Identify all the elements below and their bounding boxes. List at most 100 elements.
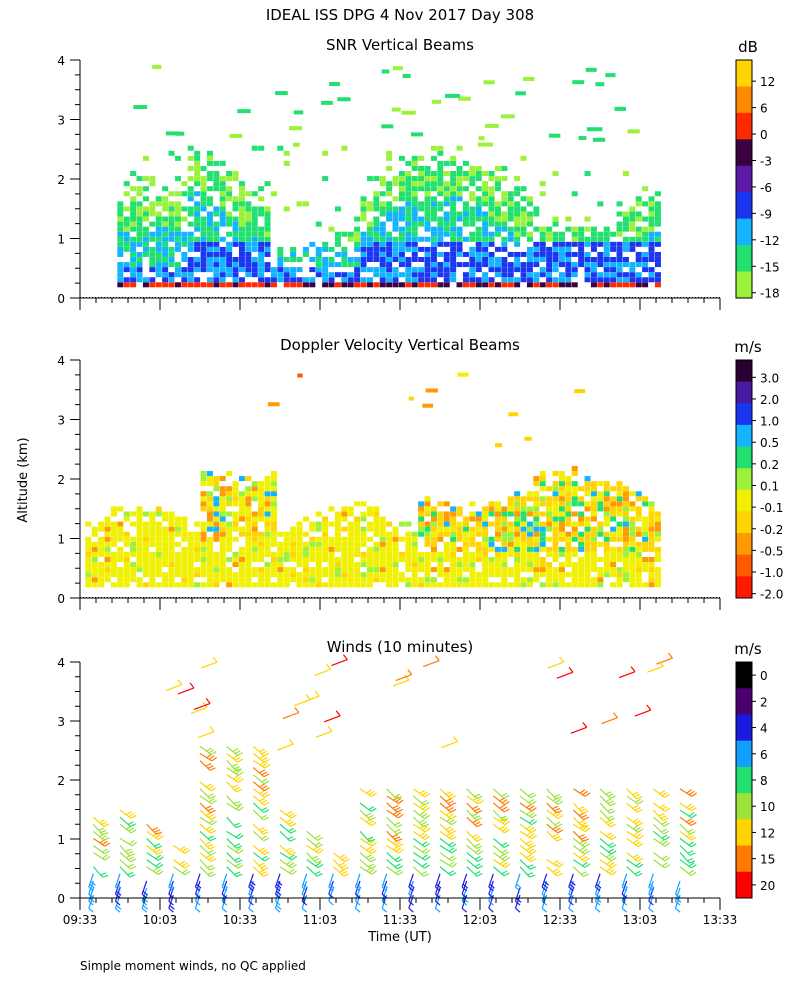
snr-cell — [168, 211, 175, 217]
barb-feather — [311, 855, 318, 860]
snr-cell — [450, 251, 457, 257]
doppler-cell — [258, 511, 265, 517]
snr-cell — [648, 277, 655, 283]
doppler-cell — [526, 551, 533, 557]
snr-cell — [443, 211, 450, 217]
doppler-cell — [386, 562, 393, 568]
barb-feather — [582, 861, 588, 867]
snr-cell — [392, 277, 399, 283]
barb-feather — [634, 856, 641, 861]
barb-feather — [211, 820, 217, 826]
doppler-cell — [302, 516, 309, 522]
snr-cell — [296, 257, 303, 263]
snr-cell — [181, 257, 188, 263]
barb-feather — [445, 791, 452, 795]
doppler-cell — [117, 577, 124, 583]
wind-barb — [599, 795, 616, 807]
doppler-cell — [475, 541, 482, 547]
doppler-cell — [149, 511, 156, 517]
wind-barb — [679, 823, 696, 835]
barb-shaft — [439, 866, 452, 876]
snr-cell — [373, 206, 380, 212]
barb-feather — [210, 829, 217, 834]
snr-cell — [469, 257, 476, 263]
snr-cell — [251, 282, 258, 288]
doppler-cell — [290, 567, 297, 573]
snr-cell — [520, 186, 527, 192]
snr-cell — [411, 206, 418, 212]
snr-cell — [501, 277, 508, 283]
snr-cell — [475, 216, 482, 222]
doppler-cell — [578, 501, 585, 507]
wind-barb — [221, 880, 228, 899]
snr-cell — [379, 236, 386, 242]
doppler-cell — [475, 516, 482, 522]
barb-shaft — [359, 859, 372, 870]
x-tick-label: 10:33 — [223, 913, 258, 927]
doppler-cell — [430, 546, 437, 552]
doppler-cell — [379, 572, 386, 578]
snr-cell — [411, 282, 418, 288]
snr-cell — [635, 282, 642, 288]
doppler-cell — [347, 546, 354, 552]
barb-feather — [168, 900, 174, 906]
snr-cell — [347, 272, 354, 278]
snr-cell — [130, 226, 137, 232]
doppler-cell — [443, 551, 450, 557]
snr-cell — [398, 226, 405, 232]
barb-feather — [235, 824, 242, 829]
barb-shaft — [226, 774, 239, 783]
snr-cell — [522, 77, 535, 82]
doppler-cell — [482, 577, 489, 583]
doppler-cell — [430, 577, 437, 583]
barb-shaft — [412, 809, 425, 820]
wind-barb — [652, 816, 670, 827]
doppler-cell — [155, 572, 162, 578]
snr-cell — [238, 211, 245, 217]
barb-feather — [501, 806, 508, 811]
barb-feather — [527, 842, 534, 847]
barb-feather — [328, 900, 334, 906]
snr-cell — [648, 241, 655, 247]
snr-cell — [526, 236, 533, 242]
wind-barb — [546, 830, 563, 842]
doppler-cell — [616, 511, 623, 517]
snr-cell — [616, 251, 623, 257]
barb-feather — [422, 791, 428, 796]
wind-barb — [439, 866, 457, 877]
barb-feather — [195, 907, 201, 913]
doppler-cell — [424, 526, 431, 532]
snr-cell — [514, 231, 521, 237]
snr-cell — [194, 262, 201, 268]
doppler-cell — [85, 582, 92, 588]
doppler-cell — [264, 551, 271, 557]
doppler-cell — [258, 546, 265, 552]
snr-cell — [405, 201, 412, 207]
snr-cell — [584, 262, 591, 268]
snr-cell — [136, 277, 143, 283]
snr-cell — [258, 206, 265, 212]
snr-cell — [155, 236, 162, 242]
snr-cell — [270, 277, 277, 283]
doppler-cell — [373, 572, 380, 578]
barb-feather — [206, 747, 212, 752]
snr-cell — [443, 267, 450, 273]
barb-shaft — [386, 795, 399, 805]
doppler-cell — [482, 521, 489, 527]
snr-cell — [616, 226, 623, 232]
doppler-cell — [341, 577, 348, 583]
snr-cell — [213, 176, 220, 182]
doppler-cell — [142, 557, 149, 563]
snr-cell — [437, 165, 444, 171]
barb-shaft — [439, 837, 452, 848]
altitude-axis-label: Altitude (km) — [16, 437, 31, 522]
barb-shaft — [226, 745, 238, 756]
barb-feather — [141, 907, 148, 913]
snr-cell — [245, 251, 252, 257]
doppler-cell — [642, 501, 649, 507]
snr-cell — [475, 206, 482, 212]
colorbar-swatch — [736, 218, 752, 246]
wind-barb — [332, 859, 349, 871]
doppler-cell — [219, 541, 226, 547]
barb-feather — [381, 893, 388, 899]
